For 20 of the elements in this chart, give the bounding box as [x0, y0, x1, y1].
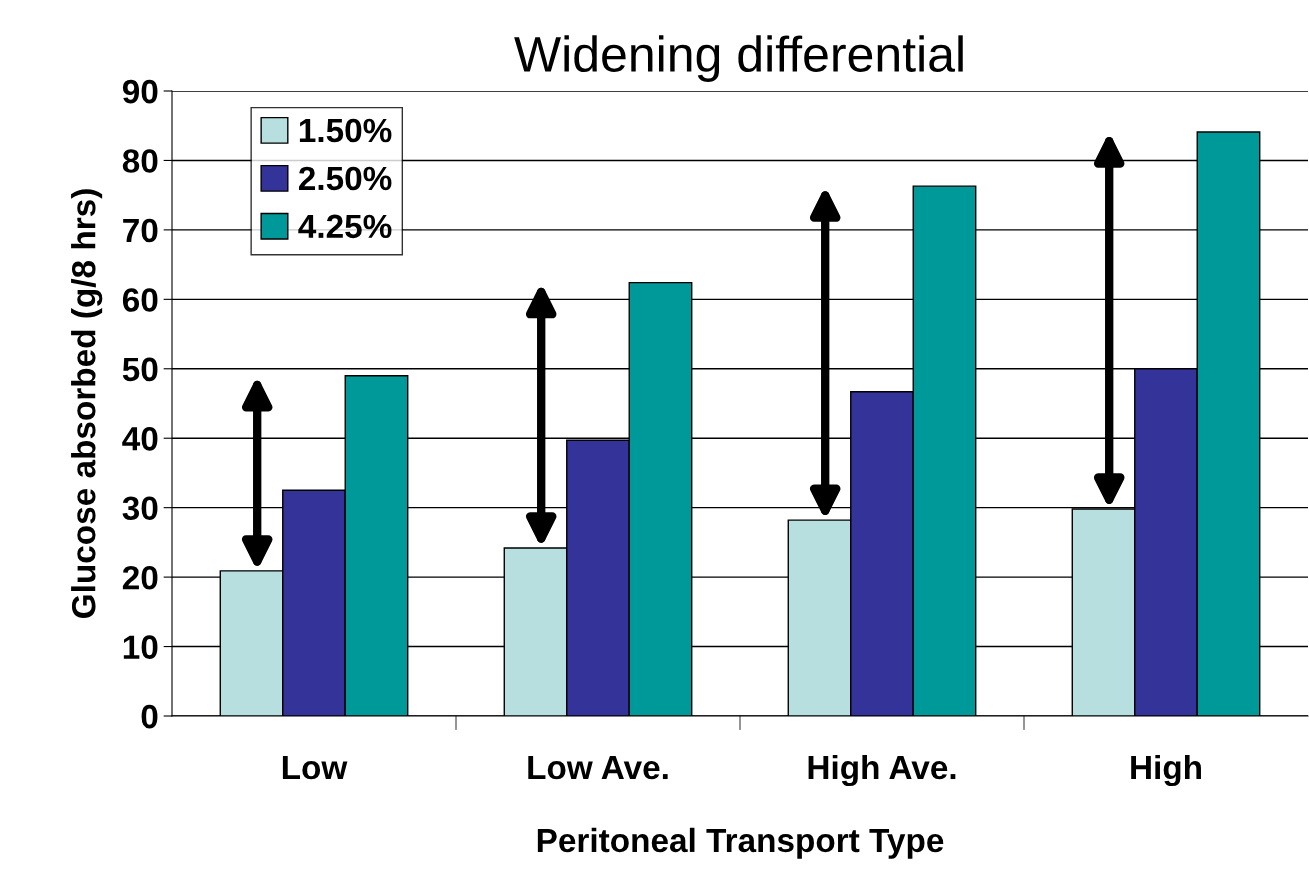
y-axis-title: Glucose absorbed (g/8 hrs): [71, 189, 103, 618]
x-tick-label: High: [1131, 754, 1201, 787]
y-tick-label: 90: [122, 79, 158, 104]
y-tick-label: 40: [122, 427, 158, 451]
y-tick-label: 70: [123, 218, 158, 243]
x-tick-label: Low Ave.: [528, 756, 668, 780]
y-tick-label: 80: [122, 149, 158, 173]
x-tick-label: High Ave.: [808, 754, 956, 787]
x-tick-label: Low: [282, 756, 348, 780]
y-tick-label: 20: [122, 565, 158, 590]
y-tick-label: 10: [123, 635, 158, 659]
x-axis-title: Peritoneal Transport Type: [537, 827, 944, 859]
legend-label: 2.50%: [298, 166, 392, 191]
y-tick-label: 60: [122, 288, 158, 312]
y-tick-label: 30: [122, 496, 158, 521]
legend-label: 4.25%: [298, 214, 392, 239]
legend-label: 1.50%: [299, 118, 392, 143]
y-tick-label: 50: [122, 357, 158, 382]
chart-title: Widening differential: [514, 35, 963, 82]
y-tick-label: 0: [141, 704, 158, 729]
